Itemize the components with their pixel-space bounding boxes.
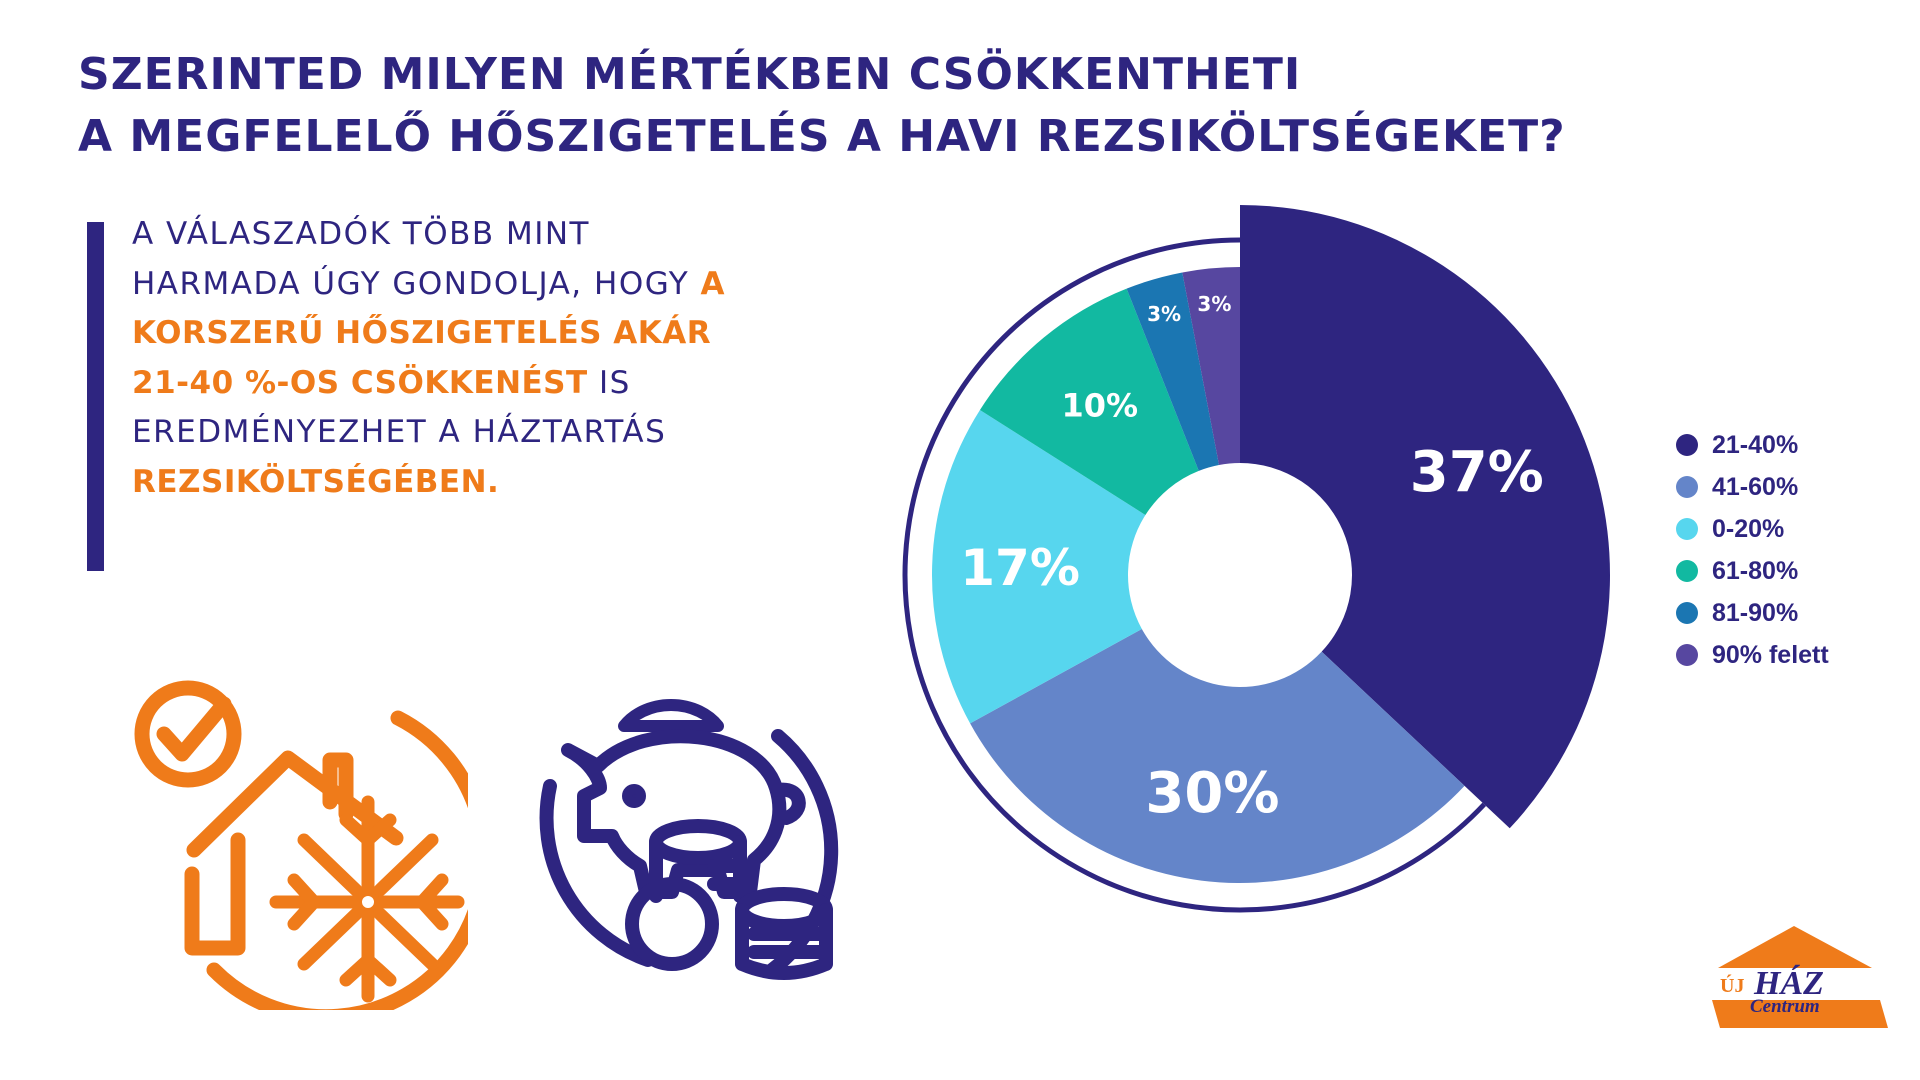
legend-item: 90% felett (1676, 634, 1829, 676)
legend-label: 0-20% (1712, 514, 1785, 543)
slice-value-label: 10% (1061, 386, 1138, 424)
slice-value-label: 17% (960, 539, 1080, 597)
slice-value-label: 3% (1197, 292, 1231, 316)
legend-item: 81-90% (1676, 592, 1829, 634)
legend-swatch (1676, 644, 1698, 666)
uj-haz-centrum-logo: ÚJ HÁZ Centrum (1712, 926, 1888, 1028)
summary-quote: A VÁLASZADÓK TÖBB MINT HARMADA ÚGY GONDO… (132, 210, 752, 507)
slice-value-label: 37% (1410, 440, 1544, 505)
legend-swatch (1676, 434, 1698, 456)
title-line-2: A MEGFELELŐ HŐSZIGETELÉS A HAVI REZSIKÖL… (78, 111, 1566, 162)
pie-slice-81-90- (1126, 272, 1220, 471)
legend-item: 61-80% (1676, 550, 1829, 592)
donut-outer-ring (902, 237, 1487, 913)
legend-label: 90% felett (1712, 640, 1829, 669)
pie-slice-61-80- (979, 288, 1199, 515)
legend-label: 21-40% (1712, 430, 1799, 459)
legend-label: 41-60% (1712, 472, 1799, 501)
pie-slice-90-felett (1182, 267, 1240, 465)
quote-text-2: IS EREDMÉNYEZHET A HÁZTARTÁS (132, 364, 667, 451)
pie-slice-41-60- (970, 628, 1465, 883)
quote-accent-bar (87, 222, 104, 571)
legend-swatch (1676, 476, 1698, 498)
legend-item: 0-20% (1676, 508, 1829, 550)
piggy-bank-coins-icon (539, 699, 839, 980)
legend-item: 21-40% (1676, 424, 1829, 466)
logo-text-top: ÚJ (1720, 973, 1744, 997)
quote-highlight-2: REZSIKÖLTSÉGÉBEN. (132, 463, 500, 500)
legend-swatch (1676, 518, 1698, 540)
legend-item: 41-60% (1676, 466, 1829, 508)
slice-value-label: 3% (1147, 302, 1181, 326)
quote-highlight-1: A KORSZERŰ HŐSZIGETELÉS AKÁR 21-40 %-OS … (132, 265, 725, 401)
logo-text-main: HÁZ (1753, 965, 1824, 1002)
legend-swatch (1676, 560, 1698, 582)
title-line-1: SZERINTED MILYEN MÉRTÉKBEN CSÖKKENTHETI (78, 49, 1302, 100)
legend-label: 61-80% (1712, 556, 1799, 585)
pie-slice-0-20- (931, 409, 1146, 724)
house-snowflake-check-icon (134, 680, 468, 1010)
pie-slice-21-40- (1240, 205, 1610, 829)
page-title: SZERINTED MILYEN MÉRTÉKBEN CSÖKKENTHETI … (78, 44, 1566, 168)
legend-swatch (1676, 602, 1698, 624)
slice-value-label: 30% (1145, 761, 1279, 826)
logo-text-sub: Centrum (1750, 996, 1820, 1017)
legend-label: 81-90% (1712, 598, 1799, 627)
quote-text-1: A VÁLASZADÓK TÖBB MINT HARMADA ÚGY GONDO… (132, 216, 701, 302)
chart-legend: 21-40% 41-60% 0-20% 61-80% 81-90% 90% felett (1676, 424, 1829, 676)
